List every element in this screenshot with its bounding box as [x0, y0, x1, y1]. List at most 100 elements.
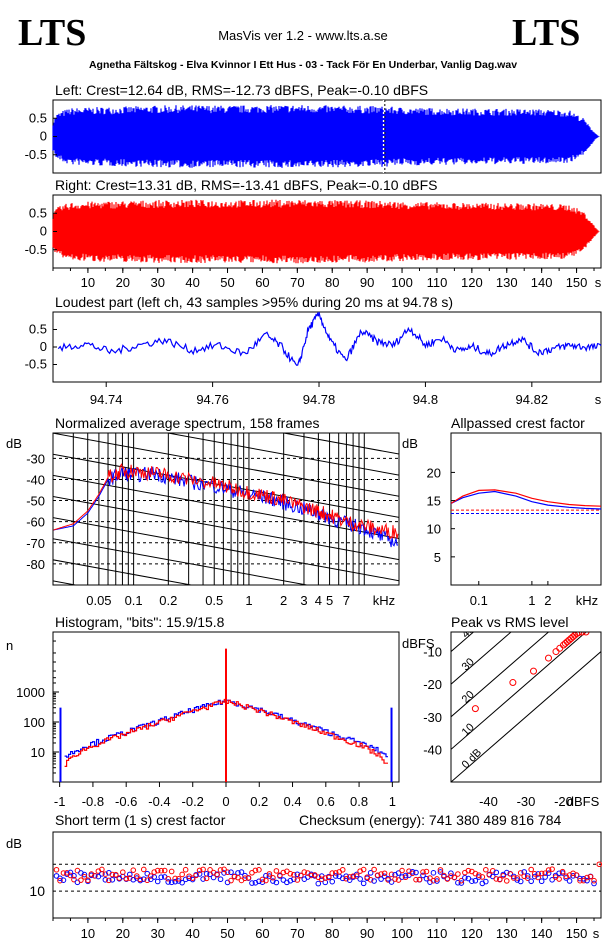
right-crest-point — [483, 866, 489, 873]
right-crest-point — [81, 873, 88, 880]
left-crest-point — [591, 880, 597, 887]
histogram-title: Histogram, "bits": 15.9/15.8 — [55, 614, 225, 630]
left-crest-point — [109, 876, 116, 883]
right-crest-point — [441, 872, 447, 879]
peak-vs-rms-panel: Peak vs RMS level 0 dB10203040dBFS-10-20… — [402, 614, 602, 809]
short-term-crest-title: Short term (1 s) crest factor — [55, 812, 226, 828]
y-axis-label: n — [6, 638, 13, 653]
right-crest-point — [175, 875, 182, 882]
rms-point — [561, 639, 569, 647]
right-crest-point — [591, 877, 597, 884]
right-crest-point — [193, 872, 199, 879]
left-crest-point — [168, 879, 175, 886]
left-crest-point — [563, 875, 569, 881]
right-crest-point — [399, 867, 405, 874]
left-crest-point — [517, 878, 524, 885]
x-tick-label: 110 — [427, 275, 448, 290]
right-crest-point — [479, 874, 486, 880]
left-crest-point — [71, 873, 77, 879]
peak-rms-frame — [450, 631, 602, 783]
right-crest-point — [147, 873, 154, 879]
right-crest-point — [71, 876, 77, 883]
right-crest-point — [545, 867, 552, 873]
x-tick-label: 60 — [255, 926, 269, 941]
x-tick-label: 90 — [360, 926, 374, 941]
rms-point — [565, 636, 573, 644]
right-crest-point — [137, 876, 144, 883]
x-tick-label: 150 — [566, 926, 588, 941]
right-crest-point — [291, 872, 297, 878]
right-crest-point — [277, 872, 283, 878]
left-crest-point — [95, 873, 102, 880]
right-crest-point — [231, 873, 238, 880]
right-crest-point — [339, 866, 346, 873]
rms-point — [563, 638, 571, 646]
left-crest-point — [528, 878, 534, 885]
x-tick-label: 130 — [496, 926, 518, 941]
left-crest-point — [186, 875, 192, 882]
right-waveform-title: Right: Crest=13.31 dB, RMS=-13.41 dBFS, … — [55, 177, 437, 193]
rms-point — [578, 632, 586, 636]
right-crest-point — [85, 877, 91, 884]
x-tick-label: 2 — [280, 593, 287, 608]
slope-line — [53, 538, 310, 585]
left-crest-point — [371, 878, 377, 884]
y-tick-label: 5 — [434, 550, 441, 565]
x-axis-label: dBFS — [567, 794, 600, 809]
right-crest-point — [374, 872, 381, 878]
right-crest-point — [596, 861, 603, 868]
right-crest-point — [99, 866, 105, 873]
right-crest-point — [563, 873, 569, 880]
x-tick-label: 0 — [222, 794, 229, 809]
right-crest-point — [57, 877, 63, 884]
rms-point — [545, 654, 552, 662]
left-crest-point — [465, 875, 472, 882]
left-crest-point — [476, 874, 482, 880]
left-crest-point — [172, 878, 178, 885]
x-tick-label: 1 — [528, 593, 535, 608]
x-tick-label: -0.6 — [115, 794, 137, 809]
allpassed-crest-panel: Allpassed crest factor dB 20 15 10 5 0.1 1 2 kHz — [402, 415, 602, 608]
x-tick-label: -0.4 — [148, 794, 170, 809]
left-crest-point — [200, 876, 206, 882]
x-tick-label: 0.5 — [205, 593, 223, 608]
right-crest-point — [587, 873, 594, 880]
left-crest-point — [273, 879, 280, 886]
left-crest-point — [360, 880, 367, 887]
x-tick-label: 70 — [290, 275, 304, 290]
left-crest-point — [472, 877, 479, 884]
lts-logo-left: LTS — [18, 12, 86, 54]
left-crest-point — [179, 879, 185, 886]
y-tick-label: 100 — [23, 715, 45, 730]
right-crest-point — [179, 871, 185, 878]
x-tick-label: 80 — [325, 926, 339, 941]
slope-line — [53, 559, 194, 585]
right-crest-point — [92, 873, 98, 879]
x-tick-label: 2 — [544, 593, 551, 608]
left-crest-point — [538, 878, 545, 885]
right-crest-point — [584, 874, 590, 881]
x-tick-label: 0.05 — [86, 593, 111, 608]
x-tick-label: 30 — [150, 926, 164, 941]
x-unit-label: kHz — [373, 593, 395, 608]
x-tick-label: 50 — [220, 275, 234, 290]
left-crest-point — [584, 877, 590, 884]
spectrum-grid — [53, 433, 399, 585]
left-crest-point — [542, 874, 548, 880]
x-tick-label: 150 — [566, 275, 588, 290]
right-waveform-panel: Right: Crest=13.31 dB, RMS=-13.41 dBFS, … — [25, 177, 602, 290]
x-tick-label: 0.4 — [283, 794, 301, 809]
right-crest-point — [154, 867, 161, 874]
histogram-panel: Histogram, "bits": 15.9/15.8 n100010010-… — [6, 614, 400, 809]
left-crest-point — [399, 874, 405, 880]
right-crest-point — [538, 870, 545, 877]
x-tick-label: 130 — [496, 275, 518, 290]
rms-point — [567, 635, 575, 643]
rms-point — [552, 648, 560, 656]
right-crest-point — [259, 876, 266, 883]
x-tick-label: 140 — [531, 275, 553, 290]
crest-diagonal-label: 10 — [460, 721, 477, 738]
left-waveform-panel: Left: Crest=12.64 dB, RMS=-12.73 dBFS, P… — [25, 82, 602, 174]
left-crest-point — [249, 880, 255, 886]
right-crest-point — [444, 876, 451, 882]
